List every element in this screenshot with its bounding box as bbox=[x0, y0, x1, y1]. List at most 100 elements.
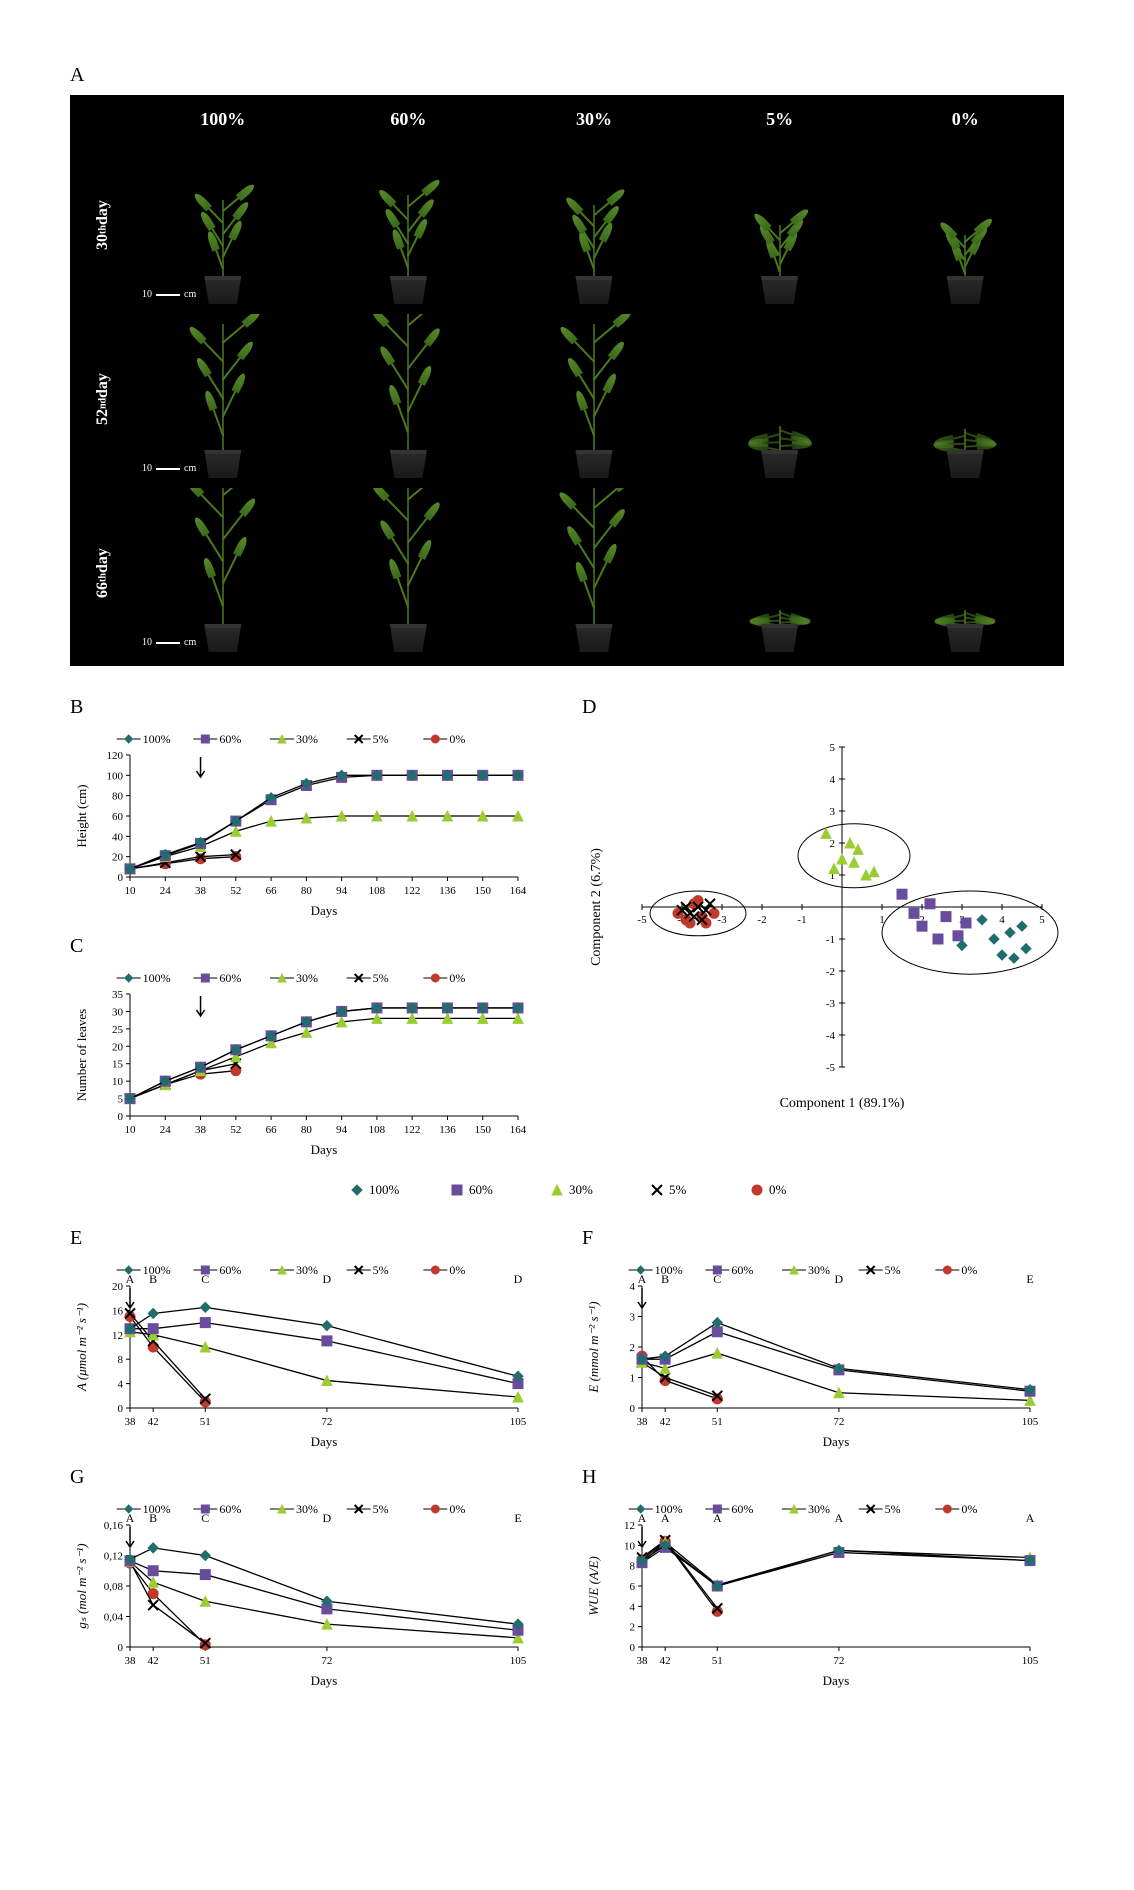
svg-text:A (μmol m⁻² s⁻¹): A (μmol m⁻² s⁻¹) bbox=[74, 1303, 89, 1392]
svg-text:B: B bbox=[661, 1272, 669, 1286]
photo-grid: 100% 60% 30% 5% 0% 30th day10cm52nd day1… bbox=[70, 95, 1064, 666]
svg-text:4: 4 bbox=[630, 1601, 636, 1613]
svg-text:66: 66 bbox=[266, 1124, 278, 1136]
svg-text:42: 42 bbox=[660, 1655, 671, 1667]
svg-text:0%: 0% bbox=[449, 971, 465, 985]
svg-text:A: A bbox=[126, 1272, 135, 1286]
svg-text:30%: 30% bbox=[808, 1263, 830, 1277]
svg-text:D: D bbox=[835, 1272, 844, 1286]
svg-text:6: 6 bbox=[630, 1581, 636, 1593]
svg-text:-5: -5 bbox=[826, 1062, 836, 1074]
col-head-0: 0% bbox=[874, 103, 1056, 136]
svg-text:15: 15 bbox=[112, 1059, 124, 1071]
svg-text:51: 51 bbox=[200, 1416, 211, 1428]
svg-text:C: C bbox=[201, 1511, 209, 1525]
svg-text:D: D bbox=[323, 1511, 332, 1525]
svg-text:2: 2 bbox=[630, 1622, 636, 1634]
svg-text:80: 80 bbox=[301, 1124, 313, 1136]
svg-text:38: 38 bbox=[195, 1124, 207, 1136]
svg-text:WUE (A/E): WUE (A/E) bbox=[586, 1556, 601, 1616]
svg-text:30: 30 bbox=[112, 1006, 124, 1018]
svg-text:30%: 30% bbox=[569, 1182, 593, 1197]
svg-text:80: 80 bbox=[301, 885, 313, 897]
svg-text:38: 38 bbox=[637, 1655, 649, 1667]
svg-text:10: 10 bbox=[125, 1124, 137, 1136]
svg-text:-4: -4 bbox=[826, 1030, 836, 1042]
col-head-5: 5% bbox=[689, 103, 871, 136]
panel-f: F 0123438425172105E (mmol m⁻² s⁻¹)Days10… bbox=[582, 1227, 1064, 1458]
svg-text:Days: Days bbox=[311, 1142, 338, 1157]
svg-text:100%: 100% bbox=[369, 1182, 400, 1197]
svg-text:60%: 60% bbox=[731, 1263, 753, 1277]
panel-d-chart: -5-4-3-2-112345-5-4-3-2-112345Component … bbox=[582, 727, 1064, 1127]
svg-text:38: 38 bbox=[125, 1416, 137, 1428]
svg-text:51: 51 bbox=[712, 1416, 723, 1428]
svg-text:8: 8 bbox=[630, 1561, 636, 1573]
plant-photo bbox=[689, 314, 871, 484]
svg-text:5: 5 bbox=[1039, 914, 1045, 926]
svg-text:D: D bbox=[323, 1272, 332, 1286]
svg-text:Component 2 (6.7%): Component 2 (6.7%) bbox=[589, 848, 604, 966]
row-head: 66th day bbox=[78, 488, 128, 658]
panel-e: E 04812162038425172105A (μmol m⁻² s⁻¹)Da… bbox=[70, 1227, 552, 1458]
panel-a: A 100% 60% 30% 5% 0% 30th day10cm52nd da… bbox=[70, 64, 1064, 666]
svg-text:-5: -5 bbox=[637, 914, 647, 926]
svg-text:Number of leaves: Number of leaves bbox=[74, 1009, 89, 1101]
svg-text:20: 20 bbox=[112, 1041, 124, 1053]
svg-text:0%: 0% bbox=[961, 1502, 977, 1516]
svg-text:60%: 60% bbox=[219, 732, 241, 746]
svg-text:52: 52 bbox=[230, 1124, 241, 1136]
svg-text:122: 122 bbox=[404, 1124, 421, 1136]
panel-c: C 05101520253035102438526680941081221361… bbox=[70, 935, 552, 1166]
svg-text:100: 100 bbox=[107, 770, 124, 782]
panel-b-label: B bbox=[70, 696, 552, 719]
svg-text:42: 42 bbox=[148, 1416, 159, 1428]
svg-text:51: 51 bbox=[712, 1655, 723, 1667]
plant-photo: 10cm bbox=[132, 488, 314, 658]
svg-text:108: 108 bbox=[369, 885, 386, 897]
svg-text:8: 8 bbox=[118, 1354, 124, 1366]
svg-text:80: 80 bbox=[112, 791, 124, 803]
svg-text:2: 2 bbox=[830, 838, 836, 850]
svg-text:72: 72 bbox=[321, 1416, 332, 1428]
svg-text:0,16: 0,16 bbox=[104, 1520, 124, 1532]
svg-text:20: 20 bbox=[112, 852, 124, 864]
svg-text:94: 94 bbox=[336, 1124, 348, 1136]
svg-text:0: 0 bbox=[630, 1403, 636, 1415]
svg-text:3: 3 bbox=[830, 806, 836, 818]
svg-text:Days: Days bbox=[823, 1434, 850, 1449]
svg-text:60%: 60% bbox=[219, 971, 241, 985]
svg-text:C: C bbox=[201, 1272, 209, 1286]
svg-text:-1: -1 bbox=[797, 914, 806, 926]
svg-text:A: A bbox=[1026, 1511, 1035, 1525]
panel-g-label: G bbox=[70, 1466, 552, 1489]
panels-grid: B 02040608010012010243852668094108122136… bbox=[70, 696, 1064, 1697]
svg-text:0,12: 0,12 bbox=[104, 1551, 123, 1563]
svg-text:0%: 0% bbox=[449, 1263, 465, 1277]
panel-d-legend: 100%60%30%5%0% bbox=[70, 1174, 1064, 1219]
svg-text:12: 12 bbox=[112, 1330, 123, 1342]
svg-text:1: 1 bbox=[630, 1373, 636, 1385]
plant-photo bbox=[318, 314, 500, 484]
col-head-100: 100% bbox=[132, 103, 314, 136]
svg-text:51: 51 bbox=[200, 1655, 211, 1667]
svg-text:94: 94 bbox=[336, 885, 348, 897]
panel-c-label: C bbox=[70, 935, 552, 958]
plant-photo: 10cm bbox=[132, 314, 314, 484]
svg-text:0: 0 bbox=[630, 1642, 636, 1654]
svg-text:72: 72 bbox=[321, 1655, 332, 1667]
svg-text:136: 136 bbox=[439, 885, 456, 897]
svg-text:12: 12 bbox=[624, 1520, 635, 1532]
svg-text:0,04: 0,04 bbox=[104, 1612, 124, 1624]
plant-photo bbox=[689, 488, 871, 658]
svg-text:5%: 5% bbox=[373, 971, 389, 985]
svg-text:60%: 60% bbox=[219, 1263, 241, 1277]
svg-text:30%: 30% bbox=[296, 1502, 318, 1516]
svg-text:24: 24 bbox=[160, 885, 172, 897]
svg-text:72: 72 bbox=[833, 1416, 844, 1428]
plant-photo bbox=[689, 140, 871, 310]
svg-text:5%: 5% bbox=[669, 1182, 687, 1197]
panel-h-chart: 02468101238425172105WUE (A/E)Days100%60%… bbox=[582, 1497, 1064, 1697]
svg-text:38: 38 bbox=[195, 885, 207, 897]
svg-text:66: 66 bbox=[266, 885, 278, 897]
